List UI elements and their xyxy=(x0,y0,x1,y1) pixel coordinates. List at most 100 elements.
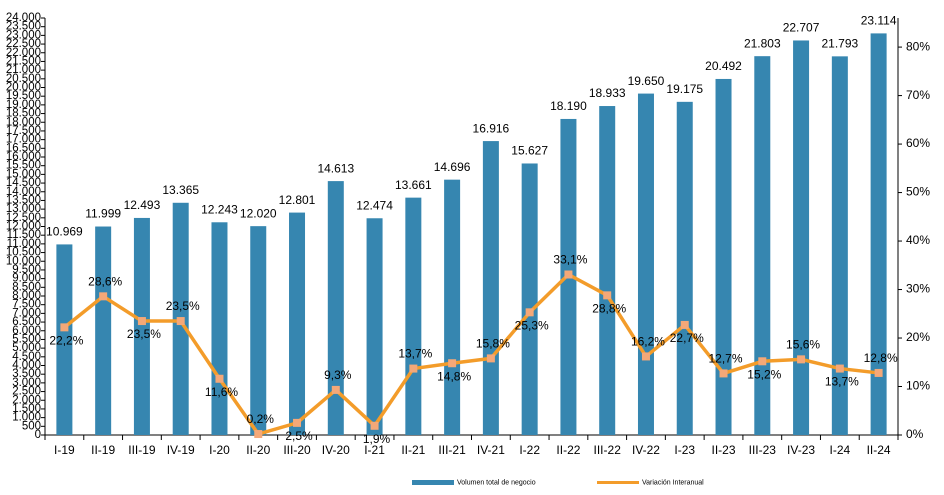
line-value-label: 28,8% xyxy=(592,302,626,316)
y-tick-label: 11.000 xyxy=(7,238,41,250)
bar-value-label: 19.175 xyxy=(666,82,703,96)
y-tick-label: 21.500 xyxy=(6,55,41,67)
y-tick-label: 3.000 xyxy=(12,377,41,389)
bar-value-label: 19.650 xyxy=(628,74,665,88)
line-value-label: 15,8% xyxy=(476,337,510,351)
bar xyxy=(676,101,693,435)
line-marker xyxy=(176,317,185,326)
line-value-label: 16,2% xyxy=(631,335,665,349)
y-tick-label: 2.000 xyxy=(12,394,41,406)
bar xyxy=(95,226,112,435)
bar-value-label: 14.613 xyxy=(317,161,354,175)
bar xyxy=(482,141,499,435)
bar xyxy=(366,218,383,435)
line-marker xyxy=(254,430,263,439)
bar xyxy=(211,222,228,435)
line-value-label: 15,2% xyxy=(747,367,781,381)
y-tick-label: 4.000 xyxy=(12,360,41,372)
x-tick-label: I-24 xyxy=(829,443,850,457)
x-tick-label: II-21 xyxy=(401,443,425,457)
y-tick-label: 7.000 xyxy=(12,307,41,319)
bar xyxy=(870,33,887,435)
line-marker xyxy=(215,374,224,383)
line-value-label: 33,1% xyxy=(553,253,587,267)
y-tick-label: 3.500 xyxy=(12,368,41,380)
x-tick-label: IV-22 xyxy=(632,443,660,457)
bar-value-label: 18.933 xyxy=(589,86,626,100)
y-tick-label: 12.500 xyxy=(6,212,41,224)
y-tick-label: 15.500 xyxy=(6,160,41,172)
bar-value-label: 21.793 xyxy=(821,37,858,51)
line-value-label: 15,6% xyxy=(786,338,820,352)
y2-tick-label: 20% xyxy=(906,330,930,344)
y-tick-label: 9.500 xyxy=(12,264,41,276)
y-tick-label: 21.000 xyxy=(6,64,41,76)
y2-tick-label: 40% xyxy=(906,233,930,247)
y-tick-label: 1.000 xyxy=(12,412,41,424)
bar xyxy=(56,244,73,435)
line-marker xyxy=(680,320,689,329)
line-value-label: 22,7% xyxy=(670,331,704,345)
line-value-label: 22,2% xyxy=(49,334,83,348)
y-tick-label: 8.500 xyxy=(12,281,41,293)
y-tick-label: 20.000 xyxy=(6,82,41,94)
x-tick-label: II-24 xyxy=(867,443,891,457)
line-marker xyxy=(797,355,806,364)
bar xyxy=(831,56,848,436)
line-marker xyxy=(874,368,883,377)
y2-tick-label: 10% xyxy=(906,379,930,393)
line-value-label: 23,5% xyxy=(127,327,161,341)
y-tick-label: 18.000 xyxy=(6,116,41,128)
y-tick-label: 5.000 xyxy=(12,342,41,354)
line-value-label: 12,8% xyxy=(864,351,898,365)
legend-label: Volumen total de negocio xyxy=(457,479,536,486)
x-tick-label: III-23 xyxy=(749,443,777,457)
line-marker xyxy=(370,421,379,430)
line-value-label: 9,3% xyxy=(324,368,352,382)
bar xyxy=(599,106,616,435)
y-tick-label: 13.500 xyxy=(6,194,41,206)
line-value-label: 13,7% xyxy=(825,375,859,389)
legend-label: Variación Interanual xyxy=(642,479,704,486)
bar-value-label: 12.243 xyxy=(201,202,238,216)
y-tick-label: 12.000 xyxy=(6,221,41,233)
bar-value-label: 13.661 xyxy=(395,178,432,192)
y-tick-label: 24.000 xyxy=(6,12,41,24)
x-tick-label: III-19 xyxy=(128,443,156,457)
x-tick-label: II-19 xyxy=(91,443,115,457)
line-marker xyxy=(758,357,767,366)
line-value-label: 23,5% xyxy=(166,299,200,313)
bar xyxy=(637,93,654,436)
bar xyxy=(715,78,732,435)
y-tick-label: 17.500 xyxy=(6,125,41,137)
y-tick-label: 22.500 xyxy=(6,38,41,50)
bar xyxy=(405,197,422,435)
line-value-label: 13,7% xyxy=(398,347,432,361)
line-marker xyxy=(486,354,495,363)
y2-tick-label: 50% xyxy=(906,185,930,199)
y-tick-label: 6.000 xyxy=(12,325,41,337)
y-tick-label: 16.500 xyxy=(6,142,41,154)
x-tick-label: III-21 xyxy=(438,443,466,457)
bar-value-label: 22.707 xyxy=(783,21,820,35)
line-marker xyxy=(448,359,457,368)
bar xyxy=(250,226,267,435)
bar xyxy=(327,181,344,435)
y-tick-label: 16.000 xyxy=(6,151,41,163)
y-tick-label: 19.000 xyxy=(6,99,41,111)
bar-value-label: 18.190 xyxy=(550,99,587,113)
y2-tick-label: 30% xyxy=(906,282,930,296)
y2-tick-label: 0% xyxy=(906,427,924,441)
y-tick-label: 9.000 xyxy=(12,273,41,285)
bar-value-label: 10.969 xyxy=(46,225,83,239)
line-marker xyxy=(409,364,418,373)
line-marker xyxy=(641,352,650,361)
x-tick-label: III-22 xyxy=(594,443,622,457)
bar-value-label: 20.492 xyxy=(705,59,742,73)
y-tick-label: 15.000 xyxy=(6,168,41,180)
line-marker xyxy=(719,369,728,378)
x-tick-label: I-20 xyxy=(209,443,230,457)
line-value-label: 11,6% xyxy=(205,385,238,399)
bar xyxy=(289,212,306,435)
